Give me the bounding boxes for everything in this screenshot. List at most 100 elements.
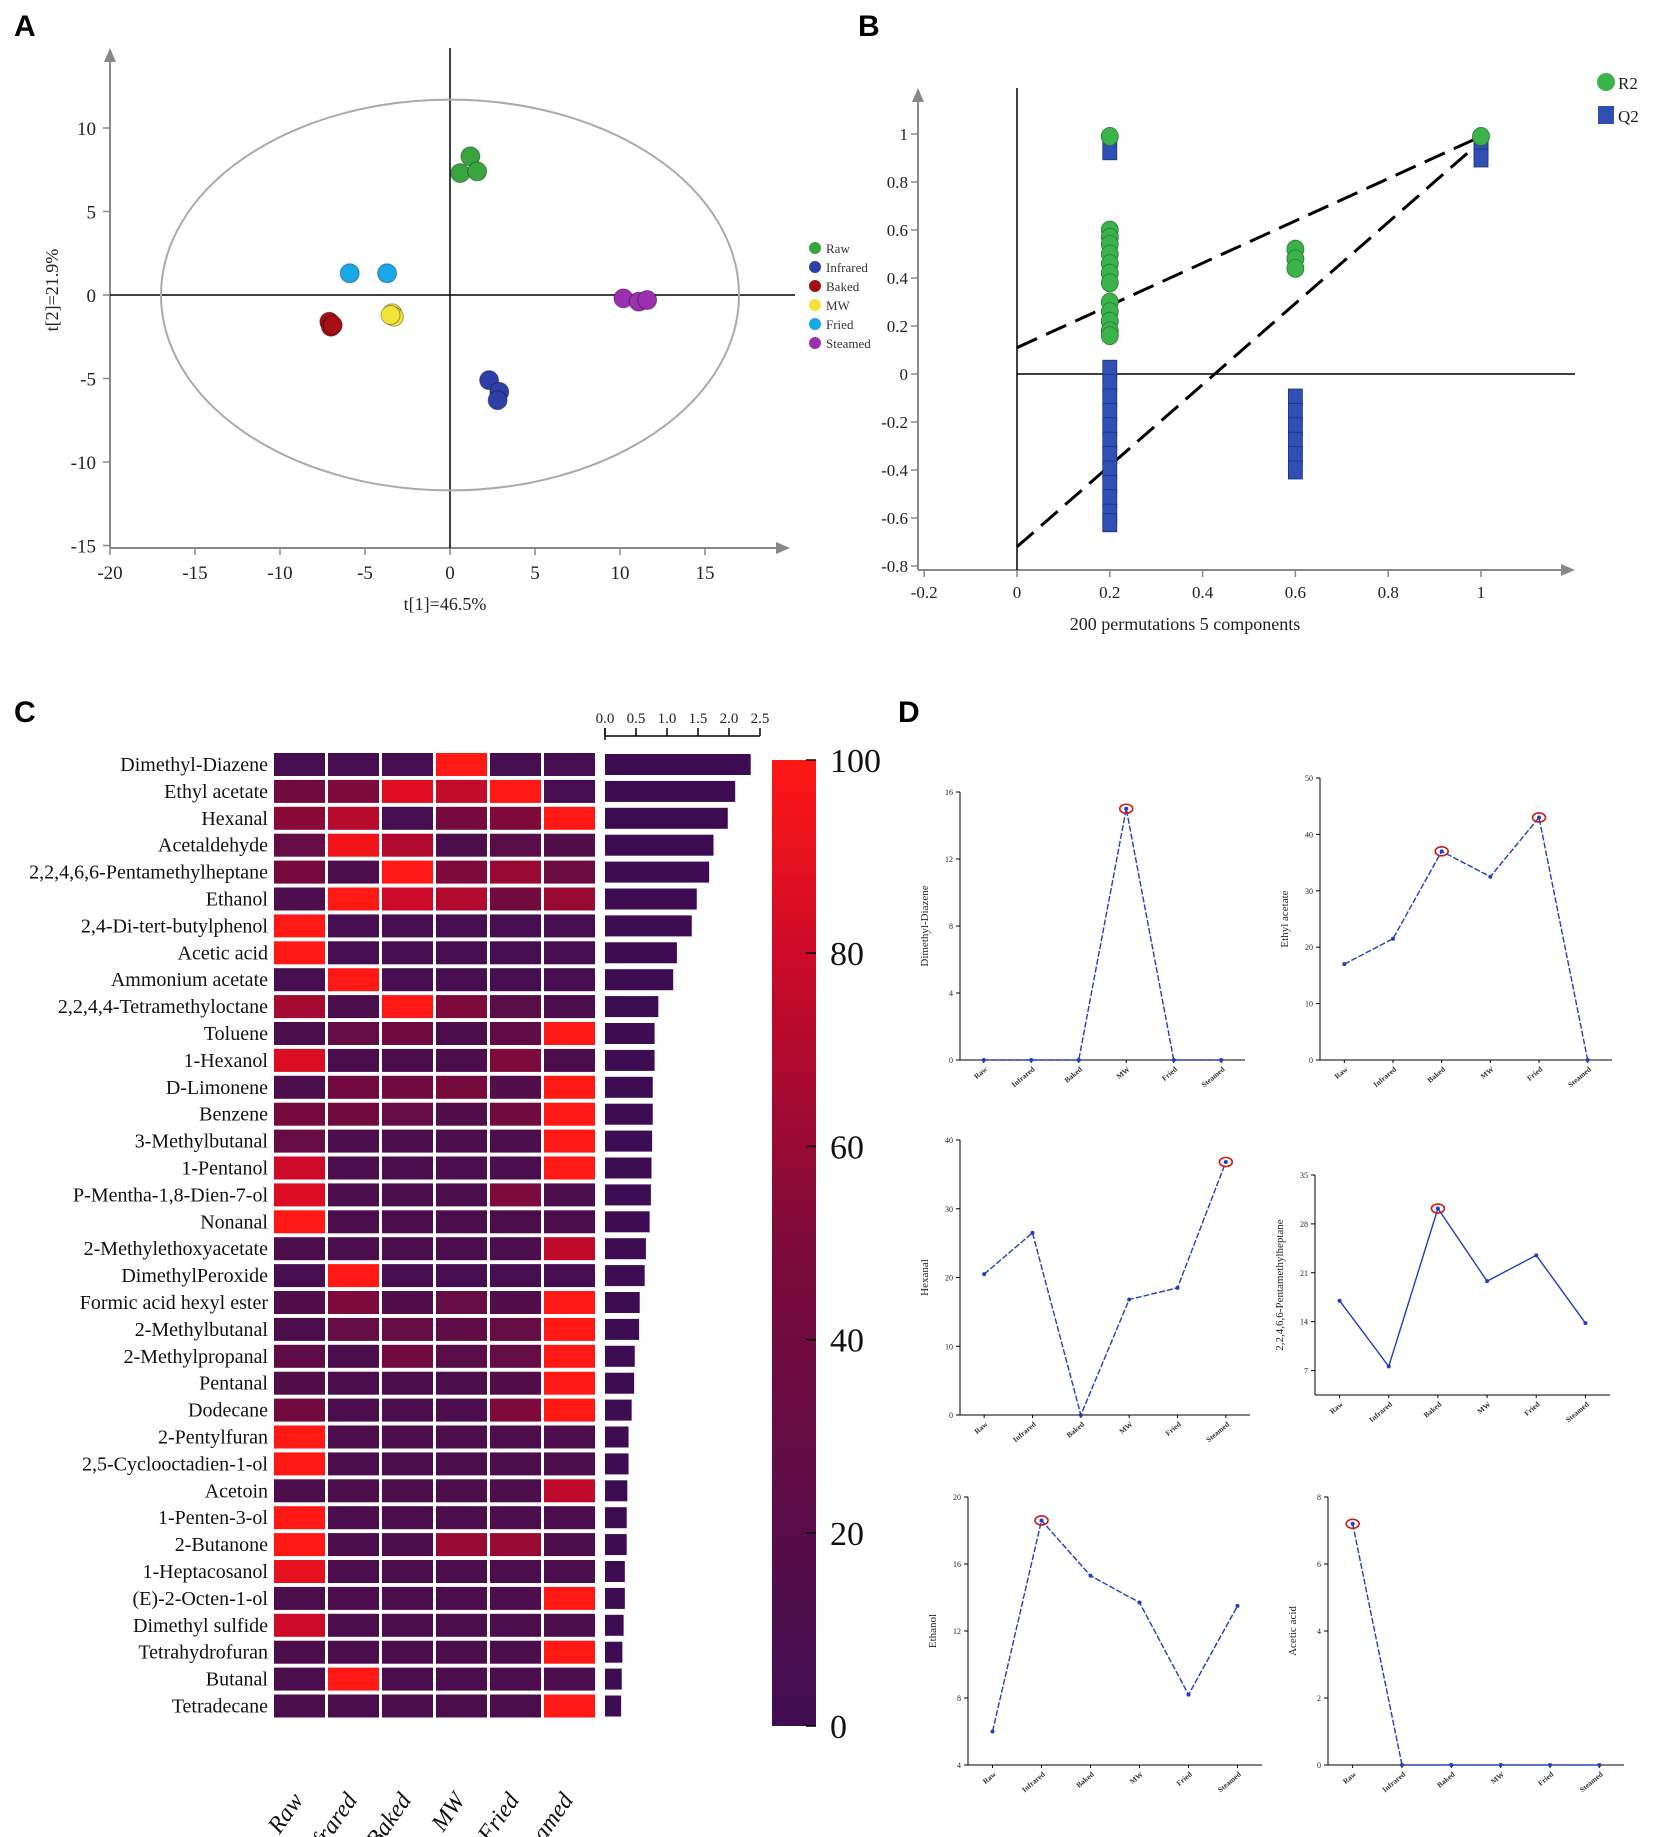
highlight-ring-d bbox=[1430, 1203, 1446, 1214]
heatmap-cell bbox=[544, 1156, 595, 1180]
axis-a-x-arrow bbox=[776, 542, 790, 554]
tick-label-d-x: Raw bbox=[1328, 1399, 1345, 1416]
bar-tick-label-c: 1.5 bbox=[689, 711, 708, 727]
series-point-d bbox=[1186, 1692, 1191, 1697]
q2-point bbox=[1473, 148, 1489, 168]
q2-point bbox=[1102, 513, 1118, 533]
vip-bar bbox=[605, 1157, 652, 1179]
heatmap-cell bbox=[436, 1129, 487, 1153]
series-point-d bbox=[1400, 1763, 1404, 1767]
vip-bar bbox=[605, 1049, 655, 1071]
tick-label-d-y: 14 bbox=[1300, 1318, 1308, 1327]
heatmap-cell bbox=[328, 1425, 379, 1449]
series-point-d bbox=[1219, 1058, 1224, 1062]
bar-tick-label-c: 1.0 bbox=[658, 711, 677, 727]
heatmap-cell bbox=[328, 833, 379, 857]
score-plot-a: -20 -15 -10 -5 0 5 10 151050-5-10-15t[1]=46.5%t… bbox=[42, 48, 871, 614]
heatmap-cell bbox=[544, 1613, 595, 1637]
heatmap-cell bbox=[544, 1075, 595, 1099]
tick-label-d-x: Raw bbox=[972, 1419, 989, 1436]
heatmap-cell bbox=[328, 1075, 379, 1099]
series-point-d bbox=[1171, 1058, 1176, 1062]
tick-label-d-x: Steamed bbox=[1564, 1399, 1591, 1424]
heatmap-cell bbox=[544, 1425, 595, 1449]
heatmap-cell bbox=[544, 1183, 595, 1207]
heatmap-cell bbox=[490, 1075, 541, 1099]
heatmap-cell bbox=[328, 1183, 379, 1207]
heatmap-cell bbox=[544, 833, 595, 857]
heatmap-cell bbox=[382, 1156, 433, 1180]
heatmap-cell bbox=[328, 1129, 379, 1153]
heatmap-cell bbox=[274, 1210, 325, 1234]
tick-label-d-y: 35 bbox=[1300, 1171, 1308, 1180]
heatmap-cell bbox=[436, 1317, 487, 1341]
heatmap-cell bbox=[544, 1129, 595, 1153]
heatmap-cell bbox=[382, 1479, 433, 1503]
series-line-d bbox=[991, 1518, 1239, 1732]
heatmap-cell bbox=[436, 1237, 487, 1261]
vip-bar bbox=[605, 1507, 627, 1529]
vip-bar bbox=[605, 1453, 629, 1475]
series-point-d bbox=[1350, 1521, 1355, 1526]
heatmap-cell bbox=[382, 1237, 433, 1261]
legend-marker-baked bbox=[809, 280, 821, 292]
vip-bar bbox=[605, 1023, 655, 1044]
heatmap-cell bbox=[328, 887, 379, 911]
heatmap-cell bbox=[544, 806, 595, 830]
tick-label-a-x: -15 bbox=[182, 563, 207, 584]
tick-label-d-x: Steamed bbox=[1216, 1769, 1243, 1794]
heatmap-cell bbox=[328, 1586, 379, 1610]
tick-label-d-x: Fried bbox=[1522, 1399, 1542, 1418]
heatmap-row-label: D-Limonene bbox=[166, 1077, 268, 1099]
bar-tick-label-c: 2.0 bbox=[720, 711, 739, 727]
tick-label-a-y: -15 bbox=[71, 537, 96, 558]
tick-label-b-x: 0 bbox=[1013, 583, 1022, 602]
heatmap-cell bbox=[544, 968, 595, 992]
series-point-d bbox=[1137, 1600, 1142, 1605]
heatmap-row-label: 2-Pentylfuran bbox=[158, 1427, 268, 1449]
tick-label-d-y: 10 bbox=[945, 1342, 953, 1351]
heatmap-cell bbox=[436, 1586, 487, 1610]
heatmap-cell bbox=[490, 1156, 541, 1180]
colorbar-tick-label: 20 bbox=[830, 1516, 864, 1553]
heatmap-cell bbox=[328, 1237, 379, 1261]
tick-label-d-x: Baked bbox=[1426, 1064, 1448, 1085]
heatmap-row-label: 1-Heptacosanol bbox=[142, 1561, 268, 1583]
heatmap-cell bbox=[544, 1640, 595, 1664]
heatmap-cell bbox=[274, 1667, 325, 1691]
series-point-d bbox=[1435, 1206, 1440, 1211]
vip-bar bbox=[605, 1184, 651, 1206]
legend-label-baked: Baked bbox=[826, 279, 860, 294]
series-point-d bbox=[1439, 849, 1444, 854]
series-point-d bbox=[1088, 1573, 1093, 1578]
heatmap-cell bbox=[490, 1344, 541, 1368]
heatmap-cell bbox=[436, 1291, 487, 1314]
heatmap-cell bbox=[274, 1613, 325, 1637]
tick-label-a-y: 10 bbox=[77, 119, 96, 140]
heatmap-cell bbox=[490, 1102, 541, 1126]
axis-a-y-arrow bbox=[104, 48, 116, 62]
series-point-d bbox=[1124, 806, 1129, 811]
r2-point bbox=[1286, 258, 1305, 278]
tick-label-d-x: Raw bbox=[972, 1064, 989, 1081]
heatmap-cell bbox=[328, 1533, 379, 1557]
xlabel-a: t[1]=46.5% bbox=[404, 594, 487, 614]
tick-label-b-x: -0.2 bbox=[911, 583, 938, 602]
heatmap-cell bbox=[382, 1452, 433, 1476]
vip-bar bbox=[605, 915, 692, 937]
heatmap-cell bbox=[382, 1694, 433, 1718]
series-point-d bbox=[981, 1058, 986, 1062]
tick-label-d-y: 0 bbox=[1309, 1056, 1313, 1065]
colorbar-tick-label: 0 bbox=[830, 1709, 847, 1746]
point-steamed bbox=[637, 290, 658, 311]
heatmap-cell bbox=[382, 1344, 433, 1368]
vip-bar bbox=[605, 888, 697, 910]
heatmap-cell bbox=[490, 860, 541, 884]
vip-bar bbox=[605, 1076, 653, 1098]
heatmap-row-label: 1-Hexanol bbox=[184, 1050, 269, 1072]
heatmap-cell bbox=[490, 1264, 541, 1288]
heatmap-cell bbox=[274, 1156, 325, 1180]
heatmap-row-label: Tetrahydrofuran bbox=[138, 1642, 268, 1664]
heatmap-cell bbox=[490, 995, 541, 1019]
heatmap-cell bbox=[382, 1264, 433, 1288]
